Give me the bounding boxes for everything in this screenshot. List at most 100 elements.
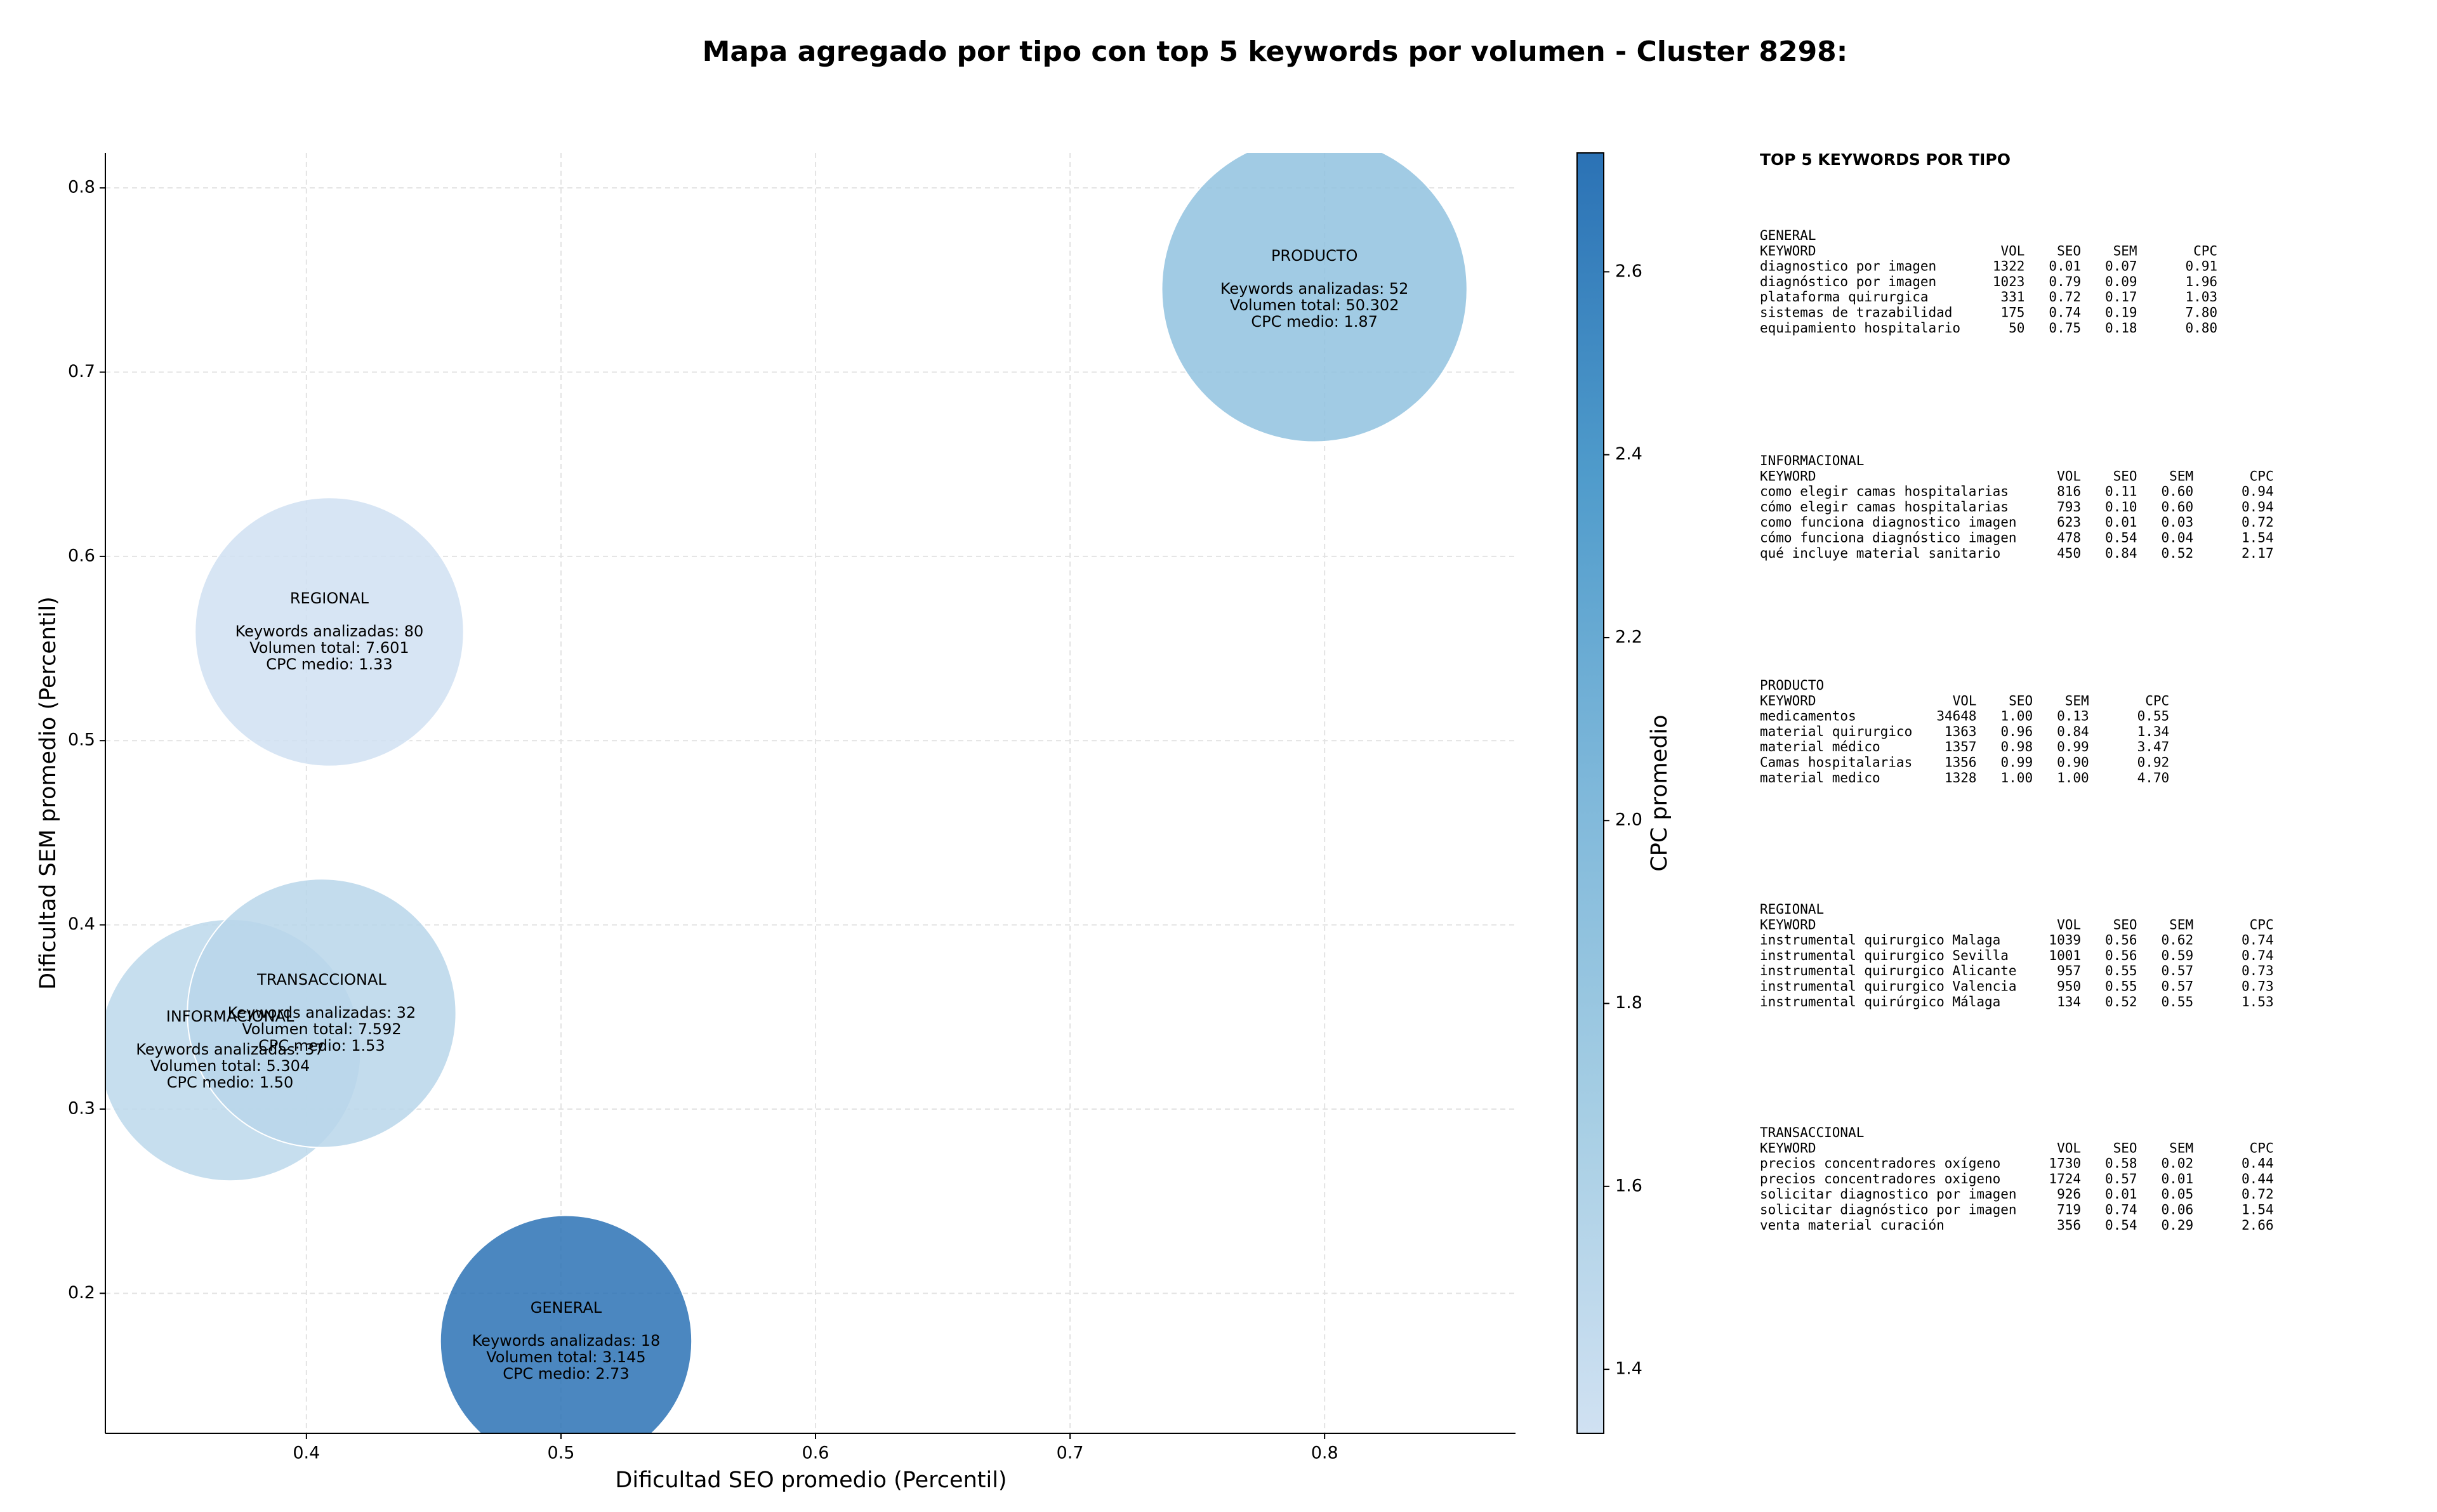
metric: 0.54 [2105,530,2137,546]
metric: 816 [2057,484,2081,499]
column-header: KEYWORD [1760,468,1816,483]
keyword: precios concentradores oxigeno [1760,1171,2000,1187]
metric: 0.44 [2242,1156,2274,1171]
bubble-annotation: Keywords analizadas: 80 [235,622,424,640]
bubble-label: TRANSACCIONAL [256,971,386,989]
metric: 1724 [2049,1171,2081,1187]
metric: 950 [2057,979,2081,994]
metric: 0.62 [2162,933,2194,948]
metric: 0.99 [2057,739,2089,754]
metric: 2.66 [2242,1218,2274,1233]
metric: 1322 [1993,259,2025,274]
metric: 0.84 [2057,724,2089,739]
section-title: PRODUCTO [1760,678,1824,693]
metric: 1357 [1945,739,1977,754]
colorbar-label: CPC promedio [1647,714,1672,871]
metric: 0.57 [2162,963,2194,978]
metric: 1.53 [2242,994,2274,1009]
y-tick-label: 0.2 [68,1283,95,1303]
column-header: SEM [2169,917,2193,932]
metric: 134 [2057,994,2081,1009]
column-header: SEM [2113,243,2137,258]
keyword: material medico [1760,770,1880,786]
metric: 1730 [2049,1156,2081,1171]
metric: 0.79 [2049,274,2081,289]
metric: 0.01 [2105,515,2137,530]
metric: 1.03 [2185,289,2217,305]
keyword: diagnostico por imagen [1760,259,1936,274]
metric: 1.00 [2057,770,2089,786]
column-header: VOL [2001,243,2025,258]
bubble-annotation: Keywords analizadas: 18 [472,1332,661,1350]
metric: 1.54 [2242,530,2274,546]
metric: 1039 [2049,933,2081,948]
x-tick-label: 0.4 [293,1443,320,1463]
section-title: TRANSACCIONAL [1760,1125,1864,1140]
keyword: como elegir camas hospitalarias [1760,484,2009,499]
y-tick-label: 0.8 [68,178,95,197]
bubble-annotation: Volumen total: 3.145 [486,1348,645,1366]
metric: 0.72 [2242,515,2274,530]
column-header: VOL [2057,1140,2081,1155]
metric: 719 [2057,1202,2081,1218]
metric: 3.47 [2137,739,2170,754]
metric: 0.60 [2162,499,2194,515]
bubble [187,878,457,1148]
bubble [194,497,465,767]
metric: 0.18 [2105,320,2137,336]
metric: 0.05 [2162,1187,2194,1202]
column-header: SEO [2113,917,2137,932]
metric: 0.72 [2049,289,2081,305]
metric: 0.91 [2185,259,2217,274]
bubble-annotation: CPC medio: 1.53 [258,1037,385,1055]
metric: 0.52 [2105,994,2137,1009]
metric: 0.74 [2242,933,2274,948]
metric: 1363 [1945,724,1977,739]
colorbar-tick-label: 2.2 [1615,627,1642,647]
keyword: medicamentos [1760,709,1856,724]
metric: 0.56 [2105,948,2137,963]
bubbles [105,153,1468,1433]
metric: 0.01 [2162,1171,2194,1187]
column-header: SEO [2057,243,2081,258]
keyword: instrumental quirurgico Sevilla [1760,948,2009,963]
metric: 0.75 [2049,320,2081,336]
column-header: CPC [2250,1140,2274,1155]
column-header: VOL [2057,468,2081,483]
metric: 0.60 [2162,484,2194,499]
y-tick-label: 0.4 [68,914,95,934]
metric: 50 [2009,320,2024,336]
keyword: precios concentradores oxígeno [1760,1156,2000,1171]
keyword: Camas hospitalarias [1760,755,1912,770]
keyword: instrumental quirurgico Valencia [1760,979,2017,994]
metric: 0.56 [2105,933,2137,948]
keyword: solicitar diagnostico por imagen [1760,1187,2017,1202]
metric: 926 [2057,1187,2081,1202]
y-tick-label: 0.7 [68,362,95,381]
colorbar-tick-label: 1.8 [1615,993,1642,1013]
metric: 793 [2057,499,2081,515]
metric: 0.44 [2242,1171,2274,1187]
keyword: equipamiento hospitalario [1760,320,1960,336]
colorbar-tick-label: 2.6 [1615,261,1642,281]
keyword: instrumental quirúrgico Málaga [1760,994,2000,1009]
column-header: KEYWORD [1760,693,1816,708]
metric: 1023 [1993,274,2025,289]
metric: 0.72 [2242,1187,2274,1202]
y-tick-label: 0.6 [68,546,95,565]
metric: 1328 [1945,770,1977,786]
bubble-annotation: Keywords analizadas: 37 [136,1041,324,1058]
metric: 0.10 [2105,499,2137,515]
metric: 0.02 [2162,1156,2194,1171]
section-title: GENERAL [1760,228,1816,243]
metric: 623 [2057,515,2081,530]
metric: 0.52 [2162,546,2194,561]
keyword: plataforma quirurgica [1760,289,1929,305]
bubble-label: PRODUCTO [1271,247,1357,265]
metric: 1001 [2049,948,2081,963]
metric: 175 [2001,305,2025,320]
metric: 2.17 [2242,546,2274,561]
